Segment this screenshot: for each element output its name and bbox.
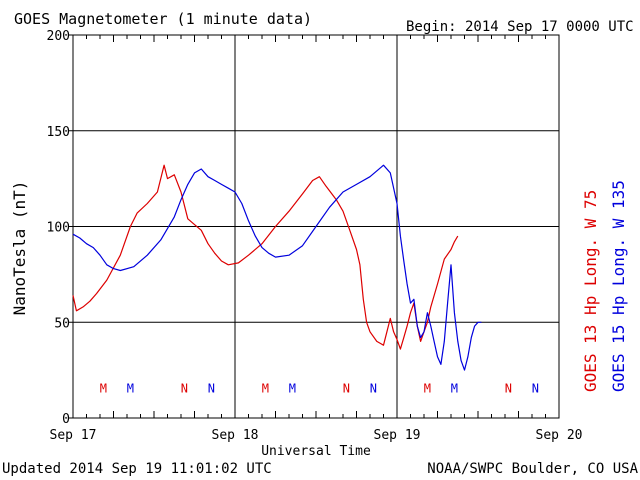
x-tick-label: Sep 17 [50, 428, 97, 443]
local-time-marker: M [262, 381, 269, 395]
local-time-marker: N [181, 381, 188, 395]
series-line-goes13 [72, 164, 459, 350]
x-axis-label: Universal Time [261, 444, 371, 459]
local-time-marker: N [370, 381, 377, 395]
local-time-marker: M [127, 381, 134, 395]
legend-goes15: GOES 15 Hp Long. W 135 [609, 180, 628, 392]
x-tick-label: Sep 19 [374, 428, 421, 443]
local-time-marker: N [532, 381, 539, 395]
local-time-marker: M [100, 381, 107, 395]
chart-title: GOES Magnetometer (1 minute data) [14, 10, 312, 28]
updated-timestamp: Updated 2014 Sep 19 11:01:02 UTC [2, 461, 272, 477]
local-time-marker: M [451, 381, 458, 395]
y-tick-label: 50 [54, 316, 70, 331]
y-tick-label: 0 [62, 412, 70, 427]
local-time-marker: M [289, 381, 296, 395]
plot-frame [72, 34, 560, 419]
begin-time: Begin: 2014 Sep 17 0000 UTC [406, 19, 634, 35]
local-time-marker: M [424, 381, 431, 395]
x-tick-label: Sep 20 [536, 428, 583, 443]
legend-goes13: GOES 13 Hp Long. W 75 [581, 190, 600, 392]
y-tick-label: 200 [47, 29, 70, 44]
series-line-goes15 [72, 164, 482, 371]
legend: GOES 13 Hp Long. W 75 GOES 15 Hp Long. W… [581, 180, 628, 392]
y-tick-label: 100 [47, 221, 70, 236]
y-axis-label: NanoTesla (nT) [10, 181, 29, 316]
local-time-marker: N [208, 381, 215, 395]
y-tick-label: 150 [47, 125, 70, 140]
x-tick-label: Sep 18 [212, 428, 259, 443]
source-credit: NOAA/SWPC Boulder, CO USA [427, 461, 638, 477]
plot-area: 0 50 100 150 200 Sep 17 Sep 18 Sep 19 Sep 20 M M N N… [47, 29, 583, 443]
local-time-marker: N [505, 381, 512, 395]
local-time-marker: N [343, 381, 350, 395]
